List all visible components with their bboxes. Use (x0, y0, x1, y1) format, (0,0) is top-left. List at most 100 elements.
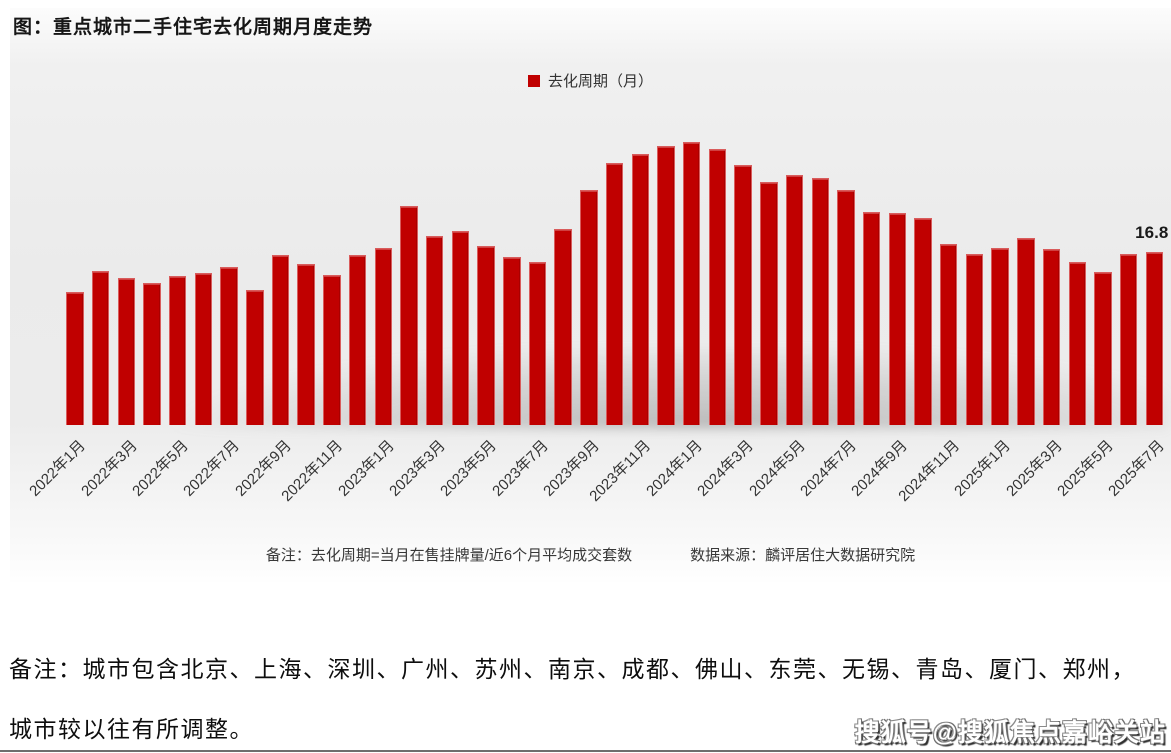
bar-slot (653, 95, 679, 425)
bar-slot: 16.8 (1135, 95, 1168, 425)
bar-slot (345, 95, 371, 425)
bar-2024年1月 (682, 141, 701, 425)
bar-slot (987, 95, 1013, 425)
bar-slot (216, 95, 242, 425)
bar-2023年7月 (528, 262, 547, 425)
bar-slot (525, 95, 551, 425)
bar-slot (885, 95, 911, 425)
bar-slot (1039, 95, 1065, 425)
bar-2023年5月 (477, 245, 495, 425)
bottom-rule (0, 750, 1171, 752)
bar-2022年12月 (348, 255, 367, 425)
bar-2024年9月 (888, 212, 907, 425)
bar-slot (88, 95, 114, 425)
footnote-note: 备注：去化周期=当月在售挂牌量/近6个月平均成交套数 (265, 547, 633, 564)
bar-slot (936, 95, 962, 425)
bar-2024年10月 (914, 218, 932, 425)
bar-slot (319, 95, 345, 425)
bar-2024年3月 (734, 165, 752, 425)
bar-2022年6月 (194, 272, 213, 425)
bar-slot (807, 95, 833, 425)
remark-line-2: 城市较以往有所调整。 (9, 717, 254, 742)
plot-area: 16.8 2022年1月 2022年3月 2022年5月 2022年7月 2022年9月… (26, 95, 1168, 505)
x-tick-label: 2022年1月 (26, 437, 90, 500)
bar-2024年11月 (940, 243, 958, 425)
bar-2024年4月 (760, 181, 778, 425)
bar-slot (370, 95, 396, 425)
bar-2022年7月 (220, 267, 238, 425)
bar-slot (910, 95, 936, 425)
bar-2023年10月 (605, 163, 624, 425)
bar-slot (705, 95, 731, 425)
bar-2023年1月 (374, 247, 393, 425)
bar-2024年5月 (785, 174, 804, 425)
bar-slot (833, 95, 859, 425)
bar-slot (550, 95, 576, 425)
bar-2024年8月 (862, 211, 881, 425)
bar-slot (627, 95, 653, 425)
bar-slot (448, 95, 474, 425)
bar-2023年9月 (580, 190, 598, 425)
bar-value-label: 16.8 (1135, 223, 1169, 242)
bar-slot (139, 95, 165, 425)
bar-slot (962, 95, 988, 425)
bar-2023年12月 (657, 145, 675, 425)
bar-2023年4月 (451, 231, 470, 425)
bar-2025年3月 (1042, 248, 1061, 425)
bar-2022年4月 (143, 282, 161, 425)
footnote-source: 数据来源：麟评居住大数据研究院 (690, 547, 916, 564)
bar-2023年8月 (554, 229, 572, 425)
bar-2025年5月 (1094, 271, 1112, 425)
bar-slot (730, 95, 756, 425)
bar-2022年10月 (297, 264, 315, 425)
bar-2025年4月 (1068, 262, 1086, 425)
chart-panel: 图：重点城市二手住宅去化周期月度走势 去化周期（月） 16.8 2022年1月 2… (10, 8, 1171, 582)
remark-line-1: 备注：城市包含北京、上海、深圳、广州、苏州、南京、成都、佛山、东莞、无锡、青岛、… (9, 657, 1136, 682)
bar-2022年1月 (66, 292, 84, 425)
bar-2025年7月 (1145, 252, 1164, 425)
legend: 去化周期（月） (10, 70, 1171, 91)
legend-label: 去化周期（月） (547, 73, 653, 90)
bar-slot (473, 95, 499, 425)
legend-swatch-icon (527, 74, 540, 87)
bar-slot (422, 95, 448, 425)
bar-slot (1116, 95, 1142, 425)
bar-series: 16.8 (62, 95, 1168, 425)
bar-2022年9月 (271, 255, 290, 425)
bar-2023年2月 (400, 205, 418, 425)
footnote-row: 备注：去化周期=当月在售挂牌量/近6个月平均成交套数 数据来源：麟评居住大数据研… (10, 544, 1171, 565)
bar-2025年2月 (1017, 237, 1035, 425)
bar-slot (576, 95, 602, 425)
bar-slot (602, 95, 628, 425)
bar-2024年6月 (811, 177, 829, 425)
bar-2025年6月 (1119, 254, 1138, 425)
bar-slot (242, 95, 268, 425)
bar-2024年2月 (708, 149, 727, 425)
bar-2024年7月 (837, 190, 855, 425)
bar-slot (62, 95, 88, 425)
bar-slot (1090, 95, 1116, 425)
bar-slot (756, 95, 782, 425)
bar-2023年6月 (503, 257, 521, 425)
bar-slot (859, 95, 885, 425)
chart-title: 图：重点城市二手住宅去化周期月度走势 (13, 17, 374, 38)
bar-slot (191, 95, 217, 425)
bar-slot (293, 95, 319, 425)
bar-slot (1013, 95, 1039, 425)
bar-2022年3月 (117, 277, 135, 425)
watermark: 搜狐号@搜狐焦点嘉峪关站 (854, 719, 1166, 747)
bar-slot (499, 95, 525, 425)
bar-slot (1064, 95, 1090, 425)
bar-2022年5月 (168, 275, 187, 425)
bar-2024年12月 (965, 254, 984, 425)
bar-2023年11月 (631, 154, 650, 425)
bar-slot (679, 95, 705, 425)
bar-2023年3月 (425, 235, 444, 425)
bar-2025年1月 (991, 247, 1009, 425)
bar-2022年2月 (91, 270, 110, 425)
bar-slot (782, 95, 808, 425)
bar-slot (113, 95, 139, 425)
bar-slot (165, 95, 191, 425)
bar-2022年8月 (246, 290, 264, 425)
